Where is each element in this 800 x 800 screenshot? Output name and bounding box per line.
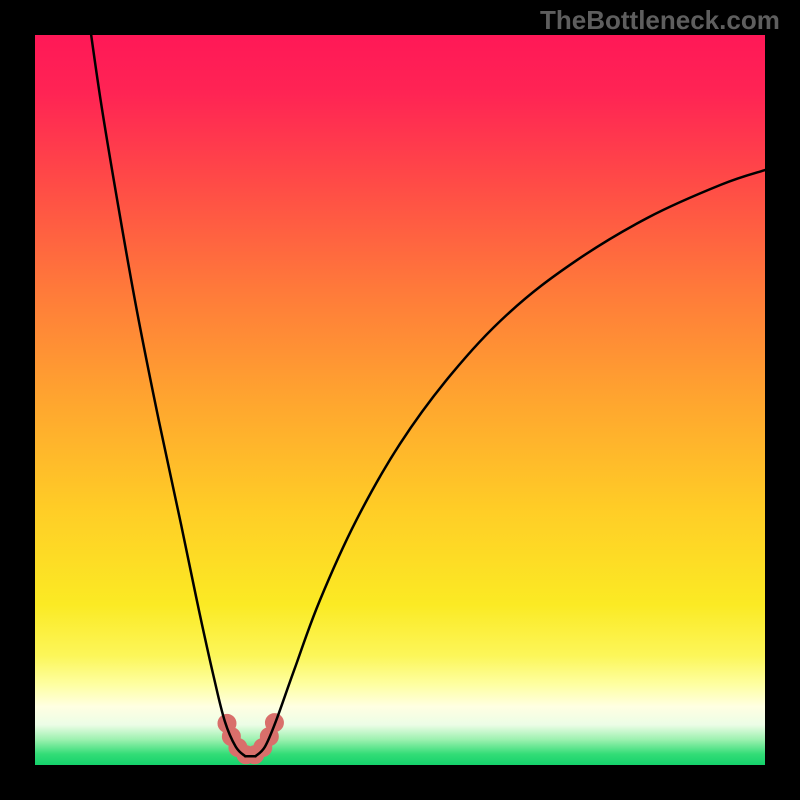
watermark-text: TheBottleneck.com [540, 5, 780, 36]
curve-right-branch [255, 170, 765, 756]
curve-left-branch [86, 35, 245, 756]
plot-area [35, 35, 765, 765]
chart-svg [35, 35, 765, 765]
